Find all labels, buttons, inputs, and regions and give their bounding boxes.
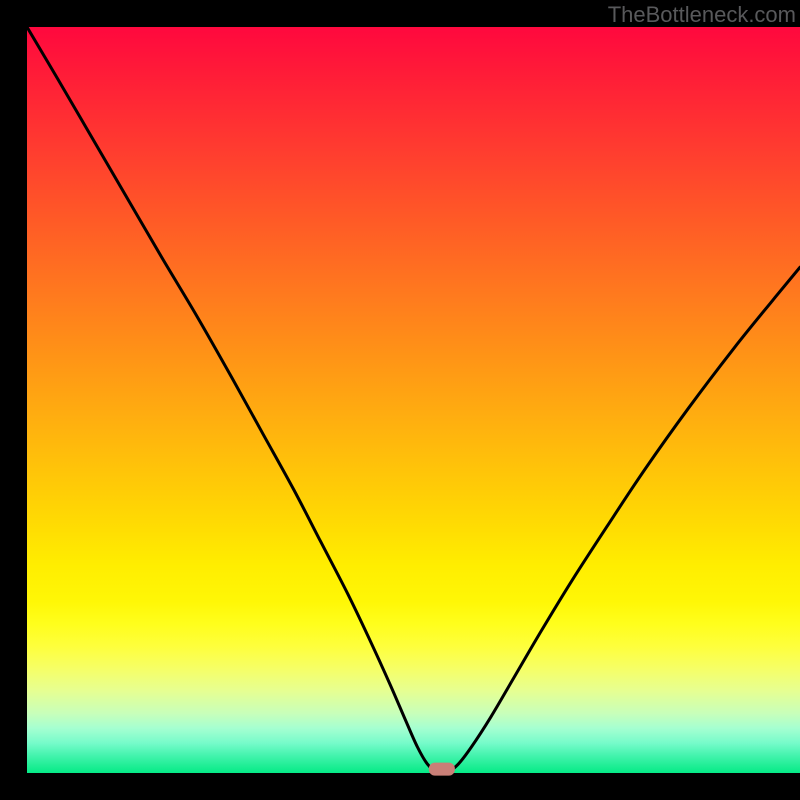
bottleneck-curve [27,27,800,773]
optimal-marker [429,763,455,776]
chart-frame: TheBottleneck.com [0,0,800,800]
plot-area [27,27,800,773]
watermark-text: TheBottleneck.com [608,2,796,28]
